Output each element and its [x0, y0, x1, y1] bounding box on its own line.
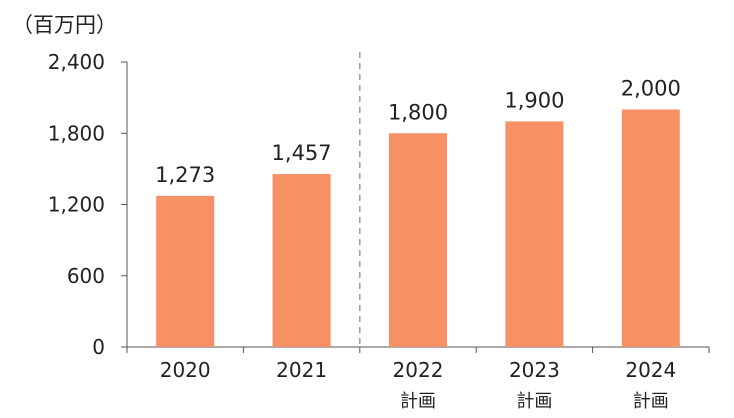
x-tick-label-2023: 2023 [509, 358, 560, 382]
x-sublabel-2024: 計画 [633, 391, 669, 412]
data-label-2021: 1,457 [272, 141, 332, 165]
y-tick-label: 600 [67, 264, 105, 288]
bar-2024 [621, 109, 680, 347]
x-tick-label-2021: 2021 [276, 358, 327, 382]
data-label-2020: 1,273 [155, 163, 215, 187]
unit-label: （百万円） [12, 13, 117, 37]
bar-2020 [156, 195, 215, 347]
bar-2023 [505, 121, 564, 347]
data-label-2023: 1,900 [504, 88, 564, 112]
x-sublabel-2022: 計画 [400, 391, 436, 412]
y-tick-label: 1,800 [48, 121, 105, 145]
data-label-2022: 1,800 [388, 100, 448, 124]
bar-2022 [389, 133, 447, 347]
x-tick-label-2024: 2024 [625, 358, 676, 382]
data-labels: 1,273 1,457 1,800 1,900 2,000 [155, 77, 681, 187]
y-tick-label: 0 [92, 335, 105, 359]
y-tick-label: 1,200 [48, 193, 105, 217]
y-tick-label: 2,400 [48, 50, 105, 74]
y-axis: 0 600 1,200 1,800 2,400 [48, 50, 128, 359]
data-label-2024: 2,000 [621, 77, 681, 101]
x-tick-label-2022: 2022 [393, 358, 444, 382]
x-tick-label-2020: 2020 [160, 358, 211, 382]
x-axis: 2020 2021 2022 計画 2023 計画 2024 計画 [126, 346, 710, 412]
bars [156, 109, 680, 347]
x-sublabel-2023: 計画 [516, 391, 552, 412]
bar-2021 [272, 173, 331, 347]
